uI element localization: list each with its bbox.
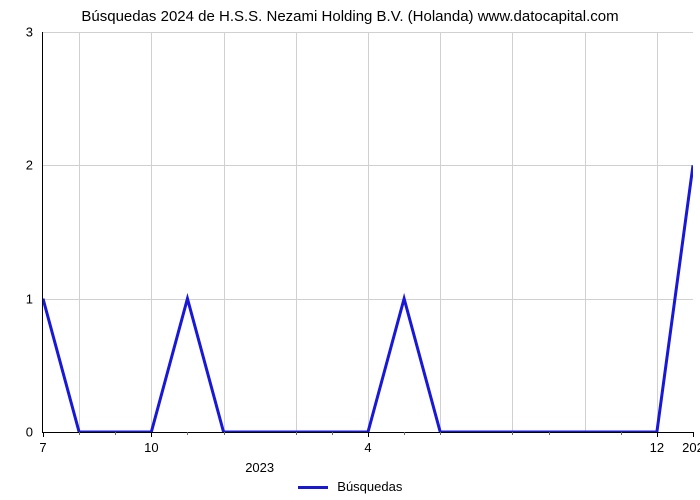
x-tick-label: 7 — [39, 440, 46, 455]
y-tick-label: 3 — [26, 25, 33, 40]
x-minor-tick — [404, 432, 405, 435]
x-minor-tick — [440, 432, 441, 435]
x-tick-label: 202 — [682, 440, 700, 455]
chart-title: Búsquedas 2024 de H.S.S. Nezami Holding … — [0, 8, 700, 25]
y-tick-label: 1 — [26, 291, 33, 306]
x-minor-tick — [115, 432, 116, 435]
x-tick-label: 10 — [144, 440, 158, 455]
x-tick-mark — [151, 432, 152, 437]
x-tick-mark — [657, 432, 658, 437]
x-minor-tick — [332, 432, 333, 435]
x-minor-tick — [296, 432, 297, 435]
x-minor-tick — [187, 432, 188, 435]
x-tick-mark — [43, 432, 44, 437]
x-tick-mark — [368, 432, 369, 437]
plot-area: 01237104122022023 — [42, 32, 693, 433]
y-tick-label: 0 — [26, 425, 33, 440]
x-tick-mark — [693, 432, 694, 437]
x-minor-tick — [224, 432, 225, 435]
y-tick-label: 2 — [26, 158, 33, 173]
x-secondary-label: 2023 — [245, 460, 274, 475]
x-minor-tick — [549, 432, 550, 435]
legend-label: Búsquedas — [337, 479, 402, 494]
legend-swatch — [298, 486, 328, 489]
x-tick-label: 12 — [650, 440, 664, 455]
line-series — [43, 32, 693, 432]
x-minor-tick — [512, 432, 513, 435]
x-minor-tick — [621, 432, 622, 435]
x-tick-label: 4 — [364, 440, 371, 455]
x-minor-tick — [79, 432, 80, 435]
legend: Búsquedas — [0, 479, 700, 494]
